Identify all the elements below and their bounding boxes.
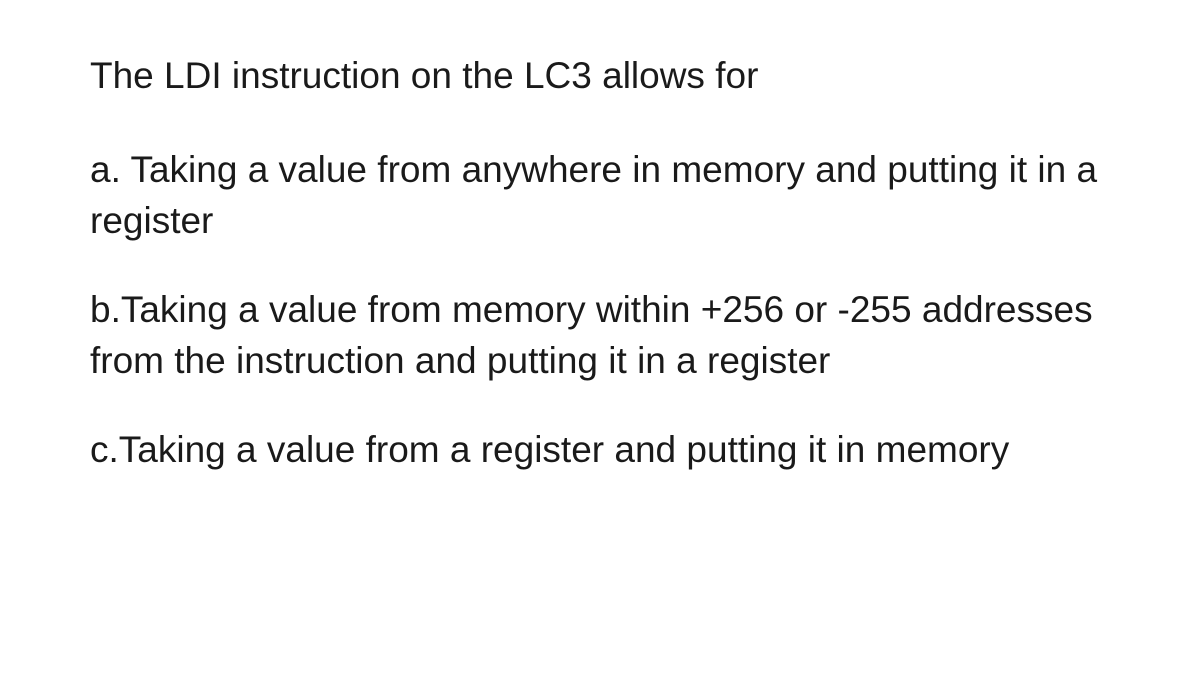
option-a[interactable]: a. Taking a value from anywhere in memor… xyxy=(90,144,1110,246)
option-c[interactable]: c.Taking a value from a register and put… xyxy=(90,424,1110,475)
question-text: The LDI instruction on the LC3 allows fo… xyxy=(90,50,1110,102)
options-list: a. Taking a value from anywhere in memor… xyxy=(90,144,1110,475)
option-b[interactable]: b.Taking a value from memory within +256… xyxy=(90,284,1110,386)
question-container: The LDI instruction on the LC3 allows fo… xyxy=(90,50,1110,475)
